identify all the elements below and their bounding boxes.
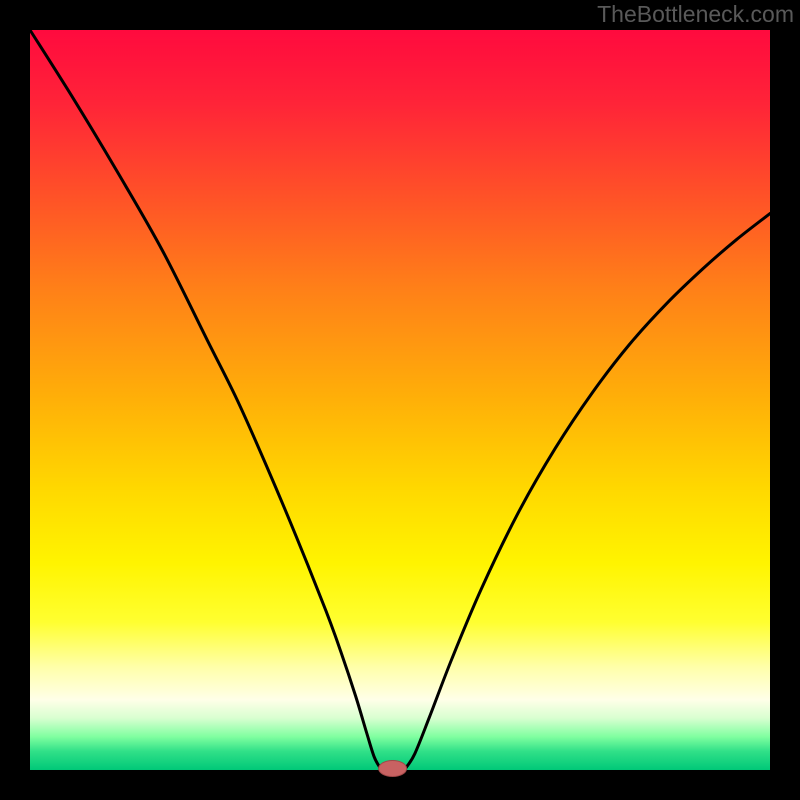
chart-gradient-bg	[30, 30, 770, 770]
bottleneck-chart	[0, 0, 800, 800]
chart-container: TheBottleneck.com	[0, 0, 800, 800]
watermark-text: TheBottleneck.com	[597, 1, 794, 28]
optimal-point-marker	[379, 761, 407, 777]
